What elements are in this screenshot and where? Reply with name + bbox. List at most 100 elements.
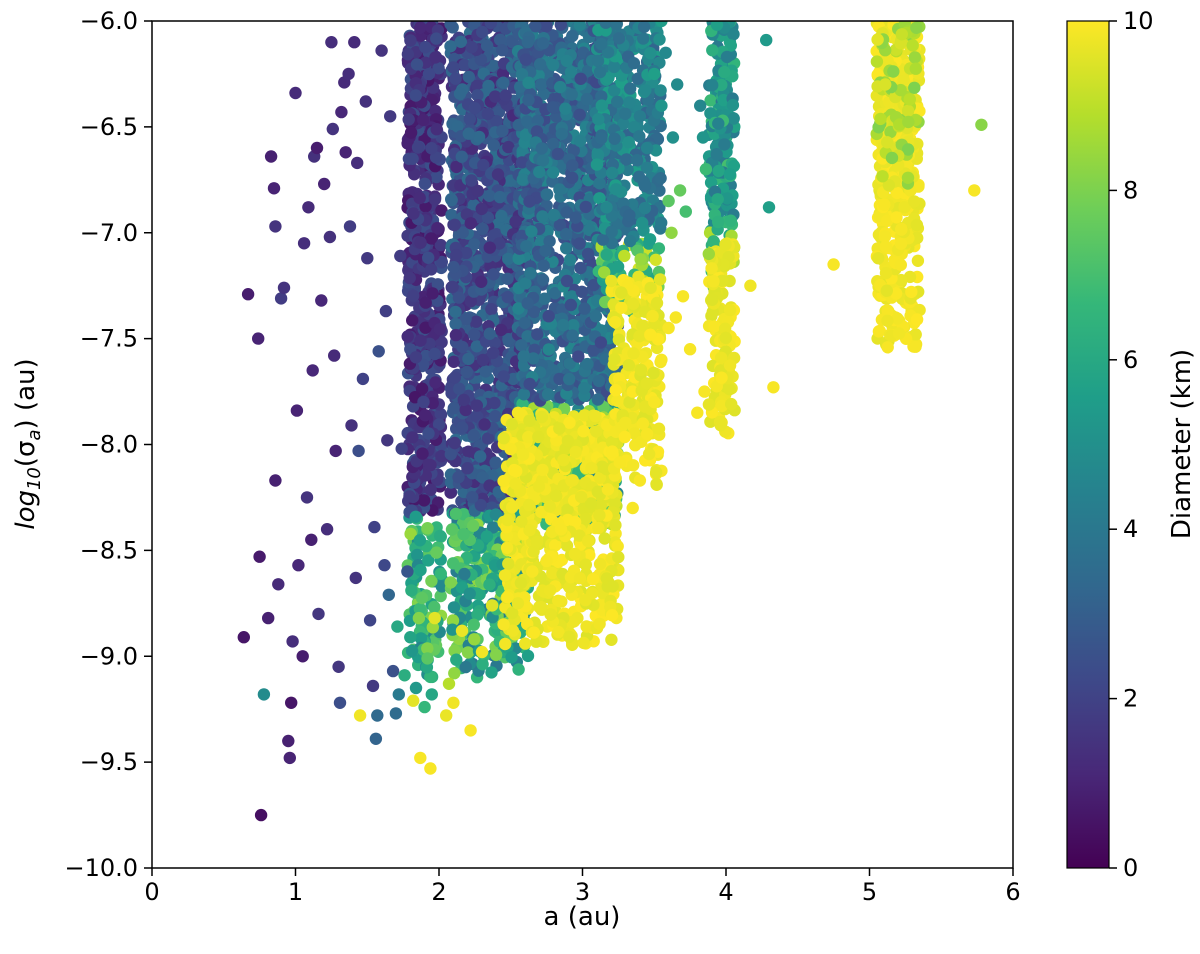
scatter-point bbox=[502, 333, 515, 346]
scatter-point bbox=[627, 57, 641, 70]
scatter-point bbox=[483, 327, 496, 340]
scatter-point bbox=[457, 528, 470, 541]
scatter-point bbox=[418, 177, 431, 190]
scatter-point bbox=[424, 232, 438, 245]
scatter-point bbox=[448, 436, 461, 450]
scatter-point bbox=[424, 483, 437, 496]
scatter-point bbox=[535, 142, 548, 155]
scatter-point bbox=[543, 500, 556, 513]
scatter-point bbox=[489, 648, 503, 662]
scatter-point bbox=[646, 309, 659, 323]
scatter-point bbox=[434, 567, 447, 580]
scatter-point bbox=[557, 318, 570, 332]
scatter-point bbox=[471, 79, 484, 93]
scatter-point bbox=[435, 255, 448, 269]
scatter-point bbox=[479, 365, 492, 378]
scatter-point bbox=[555, 127, 568, 141]
scatter-point bbox=[536, 37, 550, 50]
scatter-point bbox=[573, 572, 587, 585]
scatter-point bbox=[606, 445, 619, 458]
scatter-point bbox=[593, 177, 606, 190]
scatter-point bbox=[502, 252, 515, 266]
scatter-point bbox=[560, 54, 573, 68]
scatter-point bbox=[411, 141, 425, 154]
scatter-point bbox=[449, 328, 463, 342]
scatter-point bbox=[429, 151, 443, 164]
scatter-point bbox=[627, 459, 640, 472]
scatter-point bbox=[640, 377, 653, 390]
scatter-point bbox=[476, 658, 489, 671]
scatter-point bbox=[547, 58, 560, 72]
scatter-point bbox=[650, 477, 663, 491]
scatter-point bbox=[472, 130, 486, 144]
scatter-point bbox=[434, 238, 447, 252]
scatter-point bbox=[569, 211, 582, 224]
scatter-point bbox=[471, 89, 484, 102]
scatter-point bbox=[521, 649, 535, 663]
scatter-point bbox=[593, 617, 606, 631]
scatter-point bbox=[544, 608, 557, 621]
scatter-point bbox=[409, 89, 422, 102]
scatter-point bbox=[577, 636, 590, 650]
scatter-point bbox=[401, 48, 415, 61]
scatter-point bbox=[552, 625, 565, 639]
scatter-point bbox=[459, 660, 472, 674]
scatter-point bbox=[569, 445, 582, 459]
scatter-point bbox=[566, 171, 579, 184]
scatter-point bbox=[643, 233, 657, 246]
scatter-point bbox=[557, 453, 570, 467]
scatter-point bbox=[465, 41, 478, 54]
scatter-point bbox=[504, 442, 517, 456]
scatter-point bbox=[434, 407, 447, 421]
scatter-point bbox=[426, 621, 439, 634]
scatter-point bbox=[564, 298, 578, 312]
scatter-point bbox=[464, 295, 477, 308]
scatter-point bbox=[414, 632, 428, 645]
scatter-point bbox=[605, 609, 619, 622]
scatter-point bbox=[622, 359, 635, 372]
scatter-point bbox=[593, 509, 606, 522]
scatter-point bbox=[413, 191, 426, 205]
scatter-point bbox=[483, 479, 496, 492]
scatter-point bbox=[615, 301, 628, 314]
scatter-point bbox=[559, 102, 572, 115]
scatter-point bbox=[619, 107, 632, 121]
scatter-point bbox=[405, 644, 419, 658]
scatter-point bbox=[506, 36, 519, 49]
scatter-point bbox=[580, 620, 593, 633]
scatter-point bbox=[435, 336, 448, 349]
scatter-point bbox=[403, 271, 416, 285]
scatter-point bbox=[492, 105, 506, 119]
scatter-point bbox=[575, 490, 588, 504]
scatter-point bbox=[610, 21, 623, 31]
scatter-points bbox=[237, 21, 988, 822]
scatter-point bbox=[406, 152, 419, 165]
scatter-point bbox=[499, 89, 512, 102]
scatter-point bbox=[524, 267, 537, 280]
scatter-point bbox=[624, 82, 637, 95]
scatter-point bbox=[609, 315, 622, 329]
scatter-point bbox=[480, 530, 494, 543]
scatter-point bbox=[514, 576, 528, 590]
scatter-point bbox=[536, 154, 550, 167]
scatter-point bbox=[410, 58, 424, 71]
scatter-point bbox=[429, 376, 442, 389]
scatter-point bbox=[535, 410, 549, 424]
scatter-point bbox=[494, 323, 508, 337]
scatter-point bbox=[605, 274, 618, 288]
scatter-point bbox=[589, 410, 602, 423]
scatter-point bbox=[496, 124, 509, 138]
scatter-point bbox=[623, 234, 637, 248]
scatter-point bbox=[485, 303, 498, 316]
scatter-point bbox=[579, 512, 592, 526]
scatter-point bbox=[510, 464, 523, 478]
scatter-point bbox=[406, 400, 420, 413]
scatter-point bbox=[540, 21, 553, 33]
scatter-point bbox=[468, 238, 481, 251]
scatter-point bbox=[486, 346, 500, 360]
scatter-point bbox=[481, 432, 495, 445]
scatter-point bbox=[633, 330, 646, 343]
scatter-point bbox=[523, 524, 536, 537]
scatter-point bbox=[627, 297, 640, 310]
scatter-point bbox=[501, 272, 514, 285]
